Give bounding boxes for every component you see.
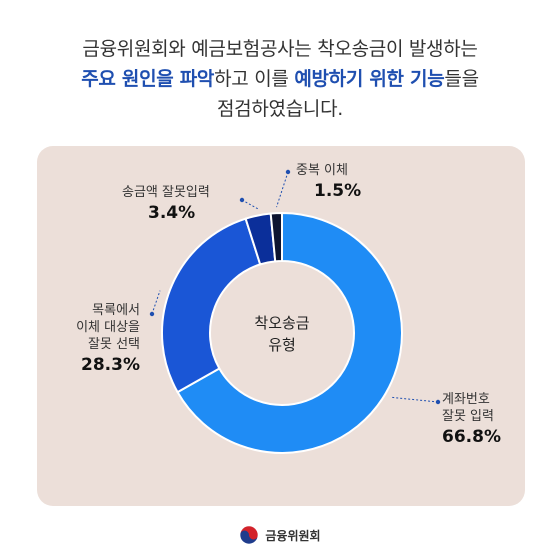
center-label-line: 착오송금 xyxy=(254,314,310,332)
slice-label-line: 잘못 선택 xyxy=(88,337,140,352)
slice-value: 66.8% xyxy=(442,427,501,447)
leader-dot xyxy=(285,169,291,175)
slice-label-line: 중복 이체 xyxy=(296,163,348,178)
headline-mid-text: 하고 이를 xyxy=(214,68,295,90)
slice-label-account-number: 계좌번호 잘못 입력 66.8% xyxy=(442,391,501,446)
leader-line xyxy=(151,290,161,315)
slice-label-line: 송금액 잘못입력 xyxy=(122,185,210,200)
headline-emphasis-1: 주요 원인을 파악 xyxy=(81,68,215,90)
leader-line xyxy=(392,396,439,403)
slice-label-duplicate: 중복 이체 1.5% xyxy=(296,162,361,200)
slice-value: 28.3% xyxy=(81,355,140,375)
leader-dot xyxy=(435,399,441,405)
headline: 금융위원회와 예금보험공사는 착오송금이 발생하는 주요 원인을 파악하고 이를… xyxy=(0,34,560,124)
slice-account-number xyxy=(176,211,403,454)
slice-label-line: 목록에서 xyxy=(92,303,140,318)
footer: 금융위원회 xyxy=(0,520,560,550)
slice-value: 1.5% xyxy=(314,181,362,201)
headline-emphasis-2: 예방하기 위한 기능 xyxy=(294,68,445,90)
leader-line xyxy=(276,171,289,208)
leader-dot xyxy=(149,311,155,317)
headline-line-3: 점검하였습니다. xyxy=(216,98,343,120)
taegeuk-emblem-icon xyxy=(240,525,259,545)
slice-label-amount: 송금액 잘못입력 3.4% xyxy=(122,184,210,222)
slice-label-line: 잘못 입력 xyxy=(442,409,494,424)
headline-end-text: 들을 xyxy=(444,68,479,90)
slice-label-line: 계좌번호 xyxy=(442,392,490,407)
slice-label-line: 이체 대상을 xyxy=(76,320,140,335)
headline-line-1: 금융위원회와 예금보험공사는 착오송금이 발생하는 xyxy=(82,38,478,60)
leader-line xyxy=(241,199,260,210)
slice-value: 3.4% xyxy=(148,203,196,223)
footer-org-name: 금융위원회 xyxy=(265,528,321,543)
slice-label-list-selection: 목록에서 이체 대상을 잘못 선택 28.3% xyxy=(40,302,140,374)
headline-line-2: 주요 원인을 파악하고 이를 예방하기 위한 기능들을 xyxy=(0,64,560,94)
donut-center-label: 착오송금 유형 xyxy=(227,312,337,356)
center-label-line: 유형 xyxy=(268,336,296,354)
slice-list-selection xyxy=(161,217,262,394)
leader-dot xyxy=(239,197,245,203)
slice-duplicate xyxy=(269,211,283,263)
